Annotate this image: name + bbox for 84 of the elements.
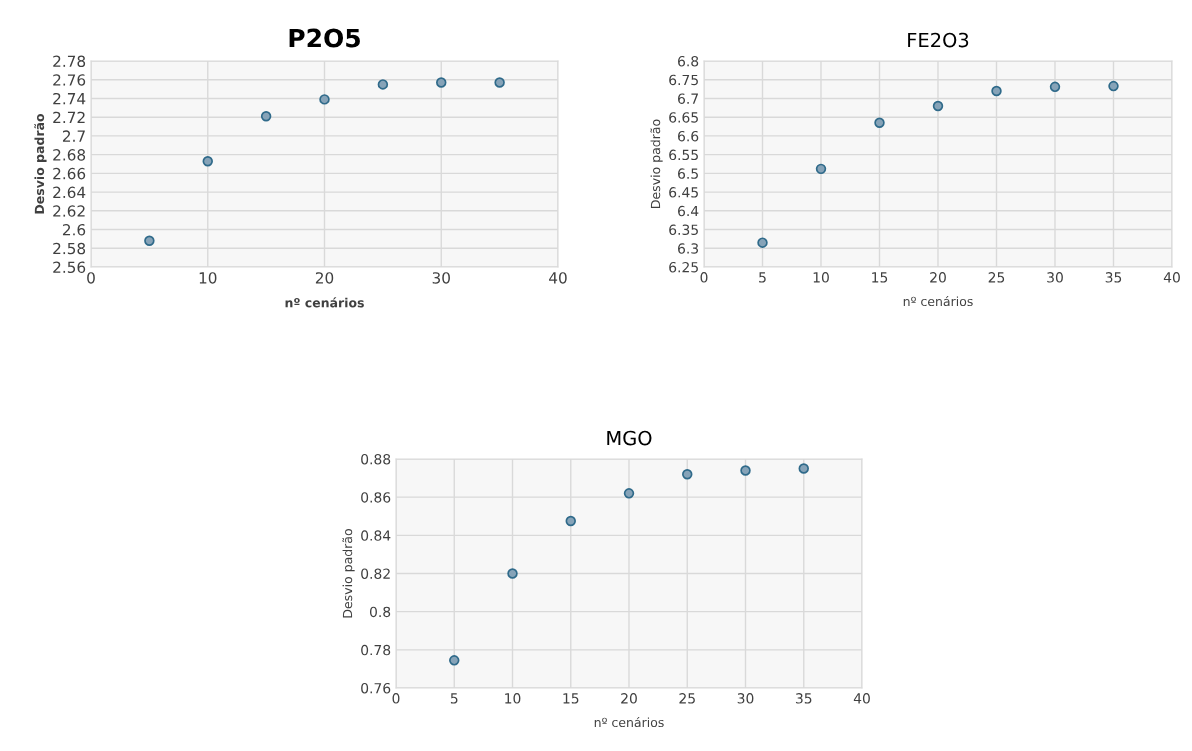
y-tick-label: 6.8	[678, 55, 699, 67]
y-tick-label: 6.45	[669, 187, 698, 198]
point	[874, 117, 885, 129]
y-tick-label: 0.8	[369, 606, 391, 618]
y-tick-label: 2.74	[53, 92, 86, 105]
x-tick-label: 40	[1163, 272, 1180, 283]
y-tick-label: 0.76	[361, 682, 391, 694]
y-tick-label: 2.6	[62, 224, 86, 236]
x-tick-label: 0	[87, 272, 95, 284]
point	[449, 655, 460, 666]
y-tick-label: 6.7	[678, 93, 698, 104]
point	[798, 463, 809, 474]
y-tick-label: 6.35	[669, 224, 698, 236]
x-tick-label: 35	[795, 693, 812, 704]
point	[1108, 80, 1119, 92]
point	[682, 469, 693, 480]
y-tick-label: 6.65	[669, 112, 698, 123]
x-tick-label: 5	[759, 272, 766, 283]
x-tick-label: 5	[450, 693, 458, 704]
y-tick-label: 6.6	[678, 130, 699, 142]
point	[757, 237, 768, 248]
chart-title: FE2O3	[908, 32, 969, 48]
point	[991, 85, 1002, 97]
y-tick-label: 0.86	[361, 492, 391, 503]
point	[494, 77, 505, 88]
y-axis-title: Desvio padrão	[650, 119, 663, 208]
x-tick-label: 0	[700, 272, 708, 283]
point	[260, 111, 272, 122]
x-axis-title: nº cenários	[594, 716, 664, 728]
x-tick-label: 10	[199, 272, 217, 284]
x-tick-label: 40	[853, 693, 870, 704]
point	[202, 155, 213, 167]
y-tick-label: 2.62	[53, 205, 85, 217]
x-tick-label: 30	[1047, 272, 1063, 283]
chart-title: P2O5	[289, 28, 360, 48]
point	[319, 94, 330, 105]
point	[565, 515, 576, 527]
y-axis-title: Desvio padrão	[342, 529, 355, 618]
x-tick-label: 30	[432, 272, 450, 284]
point	[932, 100, 944, 112]
y-tick-label: 6.75	[669, 74, 698, 86]
x-tick-label: 0	[392, 693, 400, 704]
y-tick-label: 6.55	[669, 149, 698, 161]
y-tick-label: 2.66	[53, 167, 86, 180]
x-tick-label: 20	[621, 693, 637, 704]
x-tick-label: 30	[737, 693, 754, 704]
point	[377, 79, 389, 90]
point	[144, 235, 155, 247]
x-tick-label: 25	[679, 693, 695, 704]
x-tick-label: 20	[930, 272, 946, 283]
y-tick-label: 0.84	[361, 530, 391, 541]
point	[436, 77, 447, 88]
point	[1049, 81, 1061, 93]
point	[815, 163, 827, 175]
point	[623, 488, 635, 499]
x-axis-title: nº cenários	[903, 295, 973, 307]
y-tick-label: 6.5	[678, 168, 698, 179]
y-tick-label: 6.4	[678, 205, 699, 217]
y-tick-label: 6.25	[669, 261, 698, 273]
point	[507, 568, 518, 579]
y-tick-label: 2.76	[53, 74, 86, 86]
y-tick-label: 2.58	[53, 242, 86, 255]
y-tick-label: 2.64	[53, 186, 86, 199]
y-tick-label: 0.88	[361, 453, 391, 465]
x-tick-label: 10	[505, 693, 521, 704]
x-tick-label: 25	[988, 272, 1005, 283]
y-axis-title: Desvio padrão	[34, 113, 47, 214]
y-tick-label: 2.68	[53, 149, 86, 161]
y-tick-label: 2.7	[62, 130, 85, 142]
y-tick-label: 2.72	[53, 111, 85, 123]
chart-title: MGO	[607, 430, 652, 446]
y-tick-label: 2.56	[53, 261, 86, 274]
x-tick-label: 40	[549, 272, 567, 284]
y-tick-label: 6.3	[678, 243, 699, 254]
x-tick-label: 10	[813, 272, 829, 283]
x-tick-label: 20	[315, 272, 334, 284]
y-tick-label: 0.82	[361, 568, 390, 579]
x-tick-label: 15	[563, 693, 579, 704]
x-tick-label: 35	[1105, 272, 1122, 283]
x-axis-title: nº cenários	[285, 297, 364, 308]
y-tick-label: 2.78	[53, 55, 86, 68]
x-tick-label: 15	[872, 272, 888, 283]
y-tick-label: 0.78	[361, 644, 391, 656]
point	[740, 465, 751, 476]
